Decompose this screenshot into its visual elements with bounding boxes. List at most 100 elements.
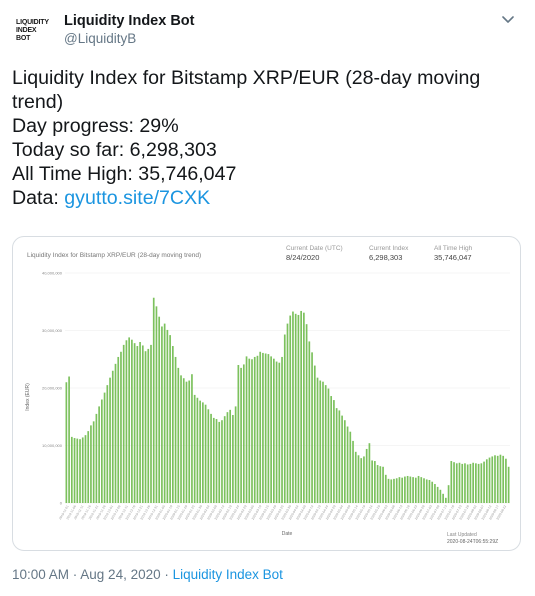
bar	[259, 351, 262, 503]
bar	[136, 346, 139, 503]
bar	[139, 342, 141, 503]
x-tick-label: 2019-11-16	[80, 504, 92, 520]
bar	[281, 356, 283, 503]
x-tick-label: 2020-01-30	[191, 504, 203, 520]
bar	[488, 457, 491, 503]
tweet-line-title: Liquidity Index for Bitstamp XRP/EUR (28…	[12, 67, 481, 89]
x-tick-label: 2020-01-10	[162, 504, 174, 520]
bar	[283, 334, 286, 503]
bar	[234, 406, 237, 503]
bar	[360, 458, 363, 503]
bar	[133, 343, 136, 503]
x-tick-label: 2020-04-24	[318, 504, 330, 520]
bar	[442, 493, 444, 503]
bar	[182, 378, 185, 503]
bar	[330, 396, 333, 503]
avatar-line-2: INDEX	[16, 27, 37, 34]
bar	[90, 425, 92, 504]
bar	[398, 477, 401, 504]
bar	[434, 484, 436, 503]
tweet-timestamp[interactable]: 10:00 AM · Aug 24, 2020 ·	[12, 567, 173, 582]
x-tick-label: 2020-02-14	[214, 504, 226, 520]
x-tick-label: 2020-08-22	[496, 504, 508, 520]
bar	[327, 388, 330, 503]
chevron-down-icon[interactable]	[499, 10, 517, 28]
bar	[494, 455, 496, 503]
bar	[387, 478, 390, 503]
bar	[300, 310, 302, 503]
bar	[461, 463, 464, 503]
chart-svg: Liquidity Index for Bitstamp XRP/EUR (28…	[25, 245, 510, 545]
bar	[147, 348, 150, 503]
x-tick-label: 2019-12-31	[147, 504, 159, 520]
bar	[273, 358, 275, 503]
x-tick-label: 2020-07-23	[451, 504, 463, 520]
x-tick-label: 2019-11-21	[88, 504, 100, 520]
bar	[270, 356, 272, 504]
chart-title: Liquidity Index for Bitstamp XRP/EUR (28…	[27, 252, 201, 259]
display-name[interactable]: Liquidity Index Bot	[64, 13, 195, 29]
bar	[365, 448, 368, 503]
x-tick-label: 2020-05-29	[369, 504, 381, 520]
x-tick-label: 2020-04-09	[295, 504, 307, 520]
bar	[163, 323, 166, 503]
data-link[interactable]: gyutto.site/7CXK	[64, 187, 211, 209]
bar	[477, 463, 480, 503]
tweet-line-title-cont: trend)	[12, 91, 64, 113]
bar	[458, 462, 461, 503]
tweet-line-ath: All Time High: 35,746,047	[12, 163, 237, 185]
x-tick-label: 2020-05-19	[355, 504, 367, 520]
bar	[68, 376, 70, 503]
bar	[480, 463, 483, 503]
author-names[interactable]: Liquidity Index Bot @LiquidityB	[64, 12, 195, 48]
tweet-line-today: Today so far: 6,298,303	[12, 139, 217, 161]
bar	[338, 410, 341, 503]
bar	[188, 380, 191, 503]
bar	[308, 341, 311, 503]
bar	[117, 356, 120, 503]
x-tick-label: 2020-08-02	[466, 504, 478, 520]
bar	[106, 385, 109, 504]
x-tick-label: 2020-04-04	[288, 504, 300, 520]
bar	[289, 315, 292, 503]
bar	[341, 415, 343, 503]
bar	[335, 408, 338, 504]
bar	[333, 400, 335, 503]
user-handle[interactable]: @LiquidityB	[64, 31, 137, 46]
x-tick-label: 2020-03-10	[251, 504, 263, 520]
x-ticks: 2019-11-012019-11-062019-11-112019-11-16…	[58, 504, 507, 520]
bar	[406, 475, 409, 503]
bar	[251, 359, 253, 503]
bar	[111, 370, 114, 503]
bar	[286, 323, 289, 503]
bar	[363, 456, 365, 503]
x-tick-label: 2019-11-26	[95, 504, 107, 520]
chart-card[interactable]: Liquidity Index for Bitstamp XRP/EUR (28…	[12, 236, 521, 551]
bar	[103, 392, 106, 503]
x-tick-label: 2020-06-13	[392, 504, 404, 520]
x-tick-label: 2020-01-25	[184, 504, 196, 520]
x-tick-label: 2020-06-18	[399, 504, 411, 520]
bar	[455, 463, 458, 503]
bar	[150, 344, 152, 504]
x-tick-label: 2019-11-06	[65, 504, 77, 520]
x-tick-label: 2020-05-09	[340, 504, 352, 520]
y-ticks: 0 10,000,000 20,000,000 30,000,000 40,000,00…	[42, 271, 63, 506]
data-label: Data:	[12, 187, 65, 209]
bar	[253, 356, 256, 503]
x-tick-label: 2020-01-05	[154, 504, 166, 520]
x-tick-label: 2020-05-24	[362, 504, 374, 520]
bar	[354, 451, 357, 503]
x-tick-label: 2020-07-28	[458, 504, 470, 520]
bar	[393, 478, 395, 503]
tweet-text: Liquidity Index for Bitstamp XRP/EUR (28…	[12, 66, 523, 210]
x-tick-label: 2020-01-15	[169, 504, 181, 520]
bar	[152, 297, 155, 503]
x-tick-label: 2020-03-15	[258, 504, 270, 520]
bar	[376, 465, 379, 503]
bar	[180, 375, 182, 503]
avatar[interactable]: LIQUIDITY INDEX BOT	[12, 10, 54, 52]
tweet-source-link[interactable]: Liquidity Index Bot	[172, 567, 283, 582]
stat-current-label: Current Index	[369, 245, 409, 252]
x-tick-label: 2020-03-05	[243, 504, 255, 520]
